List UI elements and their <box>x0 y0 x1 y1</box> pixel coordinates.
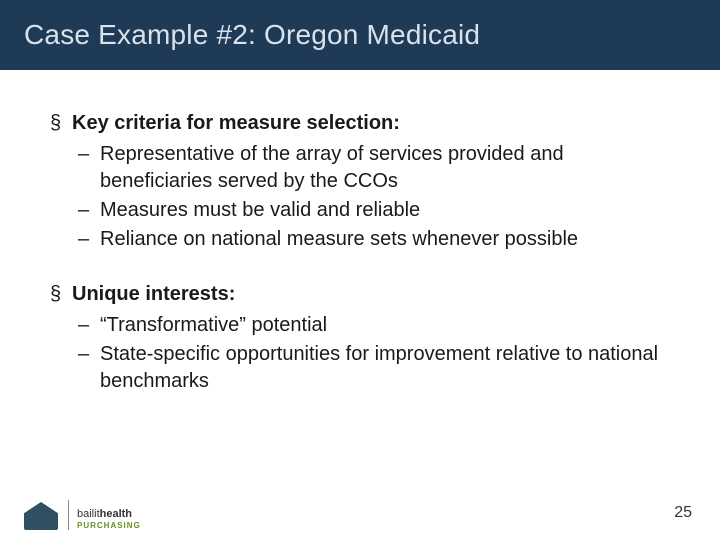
sub-bullet: Reliance on national measure sets whenev… <box>78 226 670 253</box>
sub-bullet-list: “Transformative” potential State-specifi… <box>72 312 670 395</box>
logo: bailithealth PURCHASING <box>24 500 141 530</box>
sub-bullet: State-specific opportunities for improve… <box>78 341 670 395</box>
bullet-lead: Unique interests: <box>72 283 235 305</box>
logo-word-bold: health <box>100 508 132 520</box>
logo-divider <box>68 500 69 530</box>
slide-title: Case Example #2: Oregon Medicaid <box>24 19 480 51</box>
sub-bullet: Representative of the array of services … <box>78 141 670 195</box>
logo-word-light: bailit <box>77 508 100 520</box>
logo-name: bailithealth <box>77 509 141 520</box>
content-area: Key criteria for measure selection: Repr… <box>50 110 670 423</box>
sub-bullet: Measures must be valid and reliable <box>78 197 670 224</box>
slide: Case Example #2: Oregon Medicaid Key cri… <box>0 0 720 540</box>
logo-tagline: PURCHASING <box>77 522 141 530</box>
bullet-group: Unique interests: “Transformative” poten… <box>50 281 670 395</box>
page-number: 25 <box>674 504 692 522</box>
bullet-group: Key criteria for measure selection: Repr… <box>50 110 670 253</box>
logo-mark-icon <box>24 502 58 530</box>
sub-bullet: “Transformative” potential <box>78 312 670 339</box>
sub-bullet-list: Representative of the array of services … <box>72 141 670 253</box>
bullet-lead: Key criteria for measure selection: <box>72 112 400 134</box>
title-bar: Case Example #2: Oregon Medicaid <box>0 0 720 70</box>
logo-text: bailithealth PURCHASING <box>77 509 141 530</box>
